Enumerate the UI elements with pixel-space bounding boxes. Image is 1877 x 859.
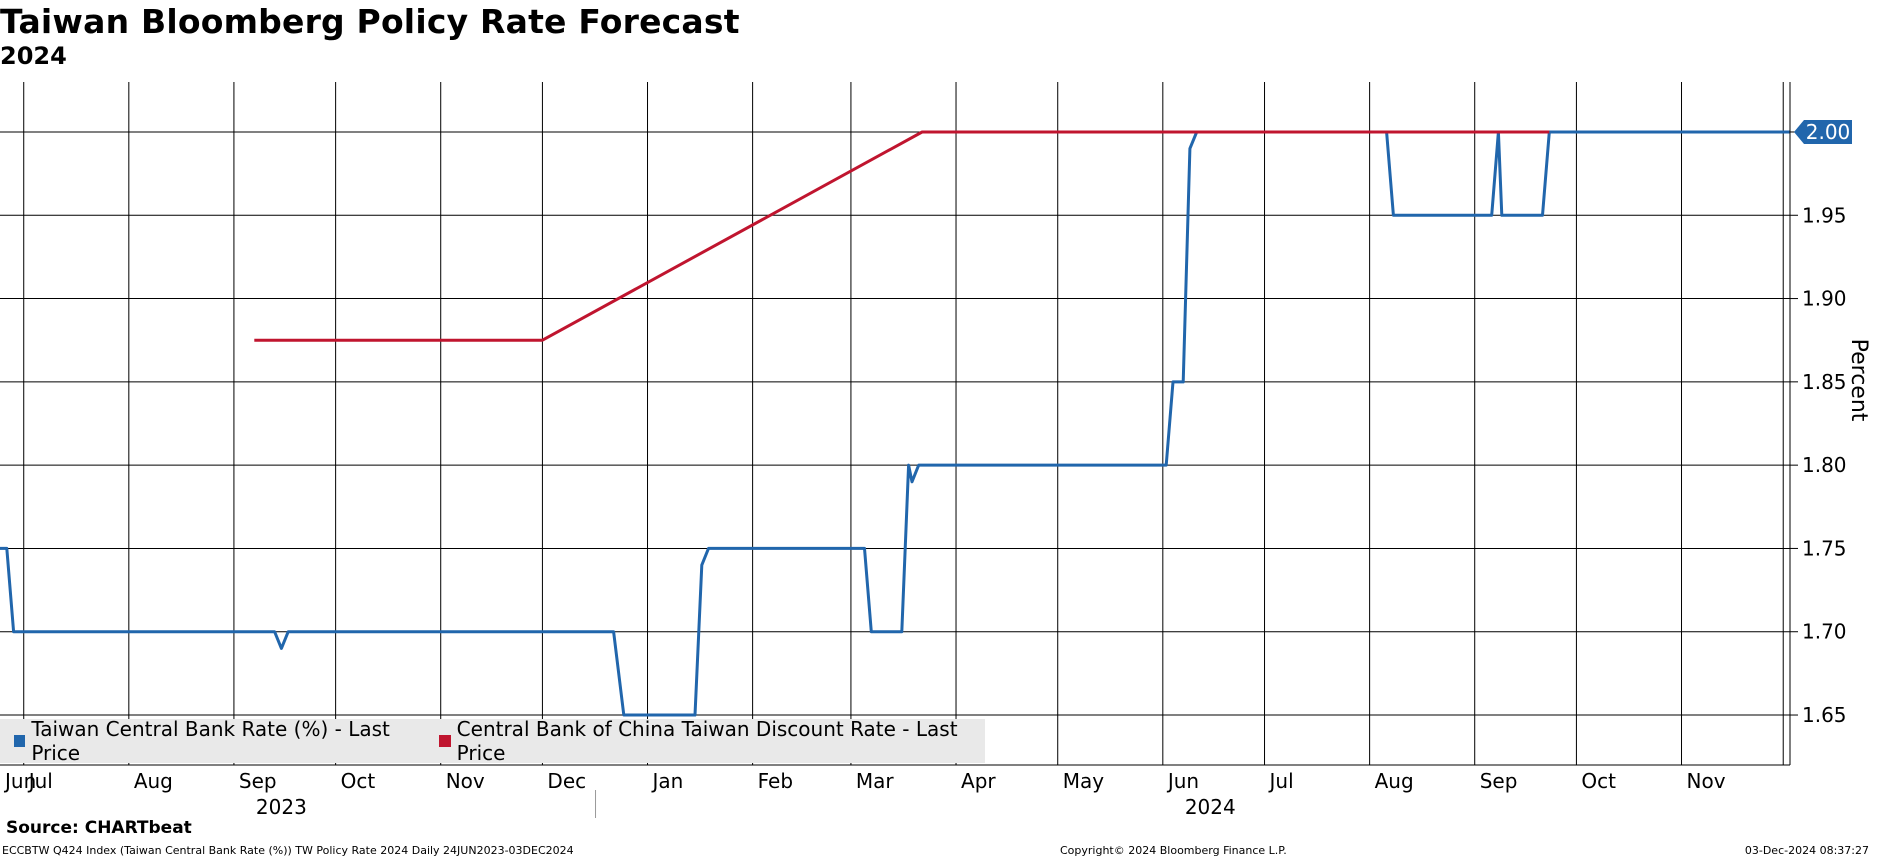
x-tick-label: Jul xyxy=(1268,769,1294,793)
legend-label: Taiwan Central Bank Rate (%) - Last Pric… xyxy=(31,717,390,765)
footer-timestamp: 03-Dec-2024 08:37:27 xyxy=(1744,844,1869,857)
y-tick-label: 1.95 xyxy=(1802,203,1847,227)
y-tick-label: 1.80 xyxy=(1802,453,1847,477)
y-tick-label: 1.65 xyxy=(1802,703,1847,727)
chart-subtitle: 2024 xyxy=(0,42,67,70)
x-tick-label: Jun xyxy=(3,769,36,793)
x-tick-label: Jan xyxy=(651,769,684,793)
legend-item-central-bank-rate: Taiwan Central Bank Rate (%) - Last Pric… xyxy=(14,717,421,765)
legend: Taiwan Central Bank Rate (%) - Last Pric… xyxy=(0,717,985,765)
y-axis-title: Percent xyxy=(1846,339,1871,422)
x-year-label: 2024 xyxy=(1185,795,1236,819)
x-tick-label: May xyxy=(1063,769,1105,793)
x-tick-label: Sep xyxy=(239,769,277,793)
legend-item-discount-rate: Central Bank of China Taiwan Discount Ra… xyxy=(439,717,981,765)
x-tick-label: Jul xyxy=(27,769,53,793)
last-value-label: 2.00 xyxy=(1806,120,1851,144)
x-year-label: 2023 xyxy=(256,795,307,819)
x-tick-label: Nov xyxy=(446,769,485,793)
y-tick-label: 1.75 xyxy=(1802,536,1847,560)
x-tick-label: Sep xyxy=(1480,769,1518,793)
legend-swatch-red xyxy=(439,735,451,747)
chart-title: Taiwan Bloomberg Policy Rate Forecast xyxy=(0,2,740,41)
footer-copyright: Copyright© 2024 Bloomberg Finance L.P. xyxy=(1060,844,1287,857)
x-tick-label: Mar xyxy=(856,769,895,793)
legend-swatch-blue xyxy=(14,735,26,747)
x-tick-label: Oct xyxy=(341,769,376,793)
x-tick-label: Jun xyxy=(1166,769,1199,793)
series-line-discount-rate xyxy=(254,130,1550,342)
series-line-central-bank-rate xyxy=(0,130,1790,717)
footer-ticker: ECCBTW Q424 Index (Taiwan Central Bank R… xyxy=(2,844,574,857)
x-tick-label: Dec xyxy=(547,769,586,793)
y-tick-label: 1.70 xyxy=(1802,620,1847,644)
x-tick-label: Apr xyxy=(961,769,996,793)
x-tick-label: Feb xyxy=(758,769,793,793)
source-note: Source: CHARTbeat xyxy=(6,818,192,838)
legend-label: Central Bank of China Taiwan Discount Ra… xyxy=(456,717,958,765)
x-tick-label: Aug xyxy=(134,769,173,793)
x-tick-label: Oct xyxy=(1581,769,1616,793)
y-tick-label: 1.90 xyxy=(1802,287,1847,311)
y-tick-label: 1.85 xyxy=(1802,370,1847,394)
x-tick-label: Nov xyxy=(1687,769,1726,793)
x-tick-label: Aug xyxy=(1375,769,1414,793)
last-value-flag xyxy=(1794,119,1852,144)
